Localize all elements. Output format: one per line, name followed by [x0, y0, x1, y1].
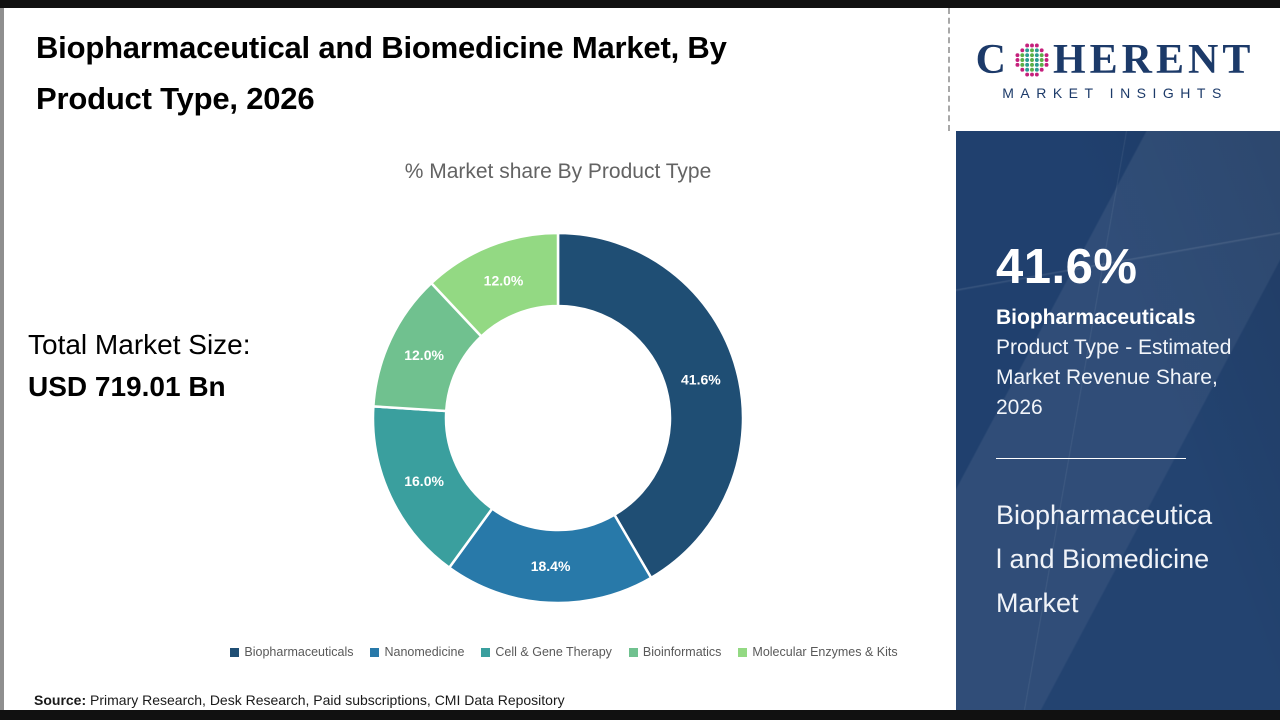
globe-dot: [1034, 52, 1039, 57]
main-panel: Biopharmaceutical and Biomedicine Market…: [4, 8, 948, 710]
globe-dot: [1039, 47, 1044, 52]
page-title: Biopharmaceutical and Biomedicine Market…: [36, 30, 727, 116]
logo-wordmark: C HERENT: [976, 39, 1255, 81]
total-market-size: Total Market Size: USD 719.01 Bn: [28, 324, 251, 408]
source-text: Primary Research, Desk Research, Paid su…: [86, 692, 565, 708]
legend-label: Molecular Enzymes & Kits: [752, 645, 898, 659]
globe-dot: [1020, 57, 1025, 62]
donut-segment-label: 18.4%: [531, 558, 571, 574]
total-market-label: Total Market Size:: [28, 329, 251, 360]
donut-segment-label: 41.6%: [681, 371, 721, 387]
donut-chart-svg: 41.6% 18.4% 16.0% 12.0% 12.0%: [371, 231, 745, 605]
donut-segment-label: 12.0%: [404, 347, 444, 363]
logo-letter-c: C: [975, 36, 1010, 83]
logo-tagline: MARKET INSIGHTS: [1002, 84, 1228, 101]
globe-dot: [1034, 57, 1039, 62]
globe-dot: [1044, 57, 1049, 62]
globe-dot: [1034, 67, 1039, 72]
globe-dot: [1025, 72, 1030, 76]
legend-label: Nanomedicine: [384, 645, 465, 659]
globe-dot: [1020, 67, 1025, 72]
globe-dot: [1015, 52, 1020, 57]
total-market-value: USD 719.01 Bn: [28, 371, 226, 402]
donut-segment-label: 16.0%: [404, 473, 444, 489]
chart-subtitle: % Market share By Product Type: [404, 160, 712, 183]
legend-swatch-icon: [738, 647, 748, 657]
left-border-bar: [0, 8, 4, 710]
legend-item: Nanomedicine: [370, 645, 464, 659]
sidebar-stat-description: Product Type - Estimated Market Revenue …: [996, 336, 1232, 419]
donut-segment: [430, 231, 560, 338]
globe-dot: [1025, 67, 1030, 72]
brand-logo: C HERENT MARKET INSIGHTS: [948, 8, 1280, 131]
logo-letters-herent: HERENT: [1052, 36, 1255, 83]
legend-label: Biopharmaceuticals: [244, 645, 354, 659]
legend-item: Bioinformatics: [628, 645, 722, 659]
globe-dot: [1044, 62, 1049, 67]
globe-dot: [1030, 67, 1034, 72]
legend-item: Molecular Enzymes & Kits: [738, 645, 898, 659]
legend-label: Cell & Gene Therapy: [495, 645, 612, 659]
donut-chart: 41.6% 18.4% 16.0% 12.0% 12.0%: [368, 228, 748, 608]
globe-dot: [1020, 62, 1025, 67]
globe-dot: [1015, 57, 1020, 62]
globe-dot: [1044, 52, 1049, 57]
globe-dot: [1039, 67, 1044, 72]
globe-dot: [1025, 43, 1030, 47]
globe-dot: [1030, 62, 1034, 67]
globe-dot: [1034, 47, 1039, 52]
globe-dot: [1034, 72, 1039, 76]
top-border-bar: [0, 0, 1280, 8]
globe-dot: [1039, 62, 1044, 67]
legend-label: Bioinformatics: [642, 645, 722, 659]
source-note: Source: Primary Research, Desk Research,…: [34, 692, 565, 708]
globe-dot: [1020, 52, 1025, 57]
globe-dot: [1030, 47, 1034, 52]
globe-dot: [1025, 47, 1030, 52]
globe-dot: [1030, 43, 1034, 47]
donut-segment: [556, 231, 745, 580]
globe-dot: [1020, 47, 1025, 52]
bottom-border-bar: [0, 710, 1280, 720]
globe-dot: [1015, 62, 1020, 67]
globe-dot: [1025, 52, 1030, 57]
dotted-globe-icon: [1015, 43, 1049, 76]
source-prefix: Source:: [34, 692, 87, 708]
highlight-sidebar: 41.6% Biopharmaceuticals Product Type - …: [956, 131, 1280, 710]
sidebar-stat-category: Biopharmaceuticals: [996, 306, 1196, 329]
donut-segment-label: 12.0%: [484, 272, 524, 288]
sidebar-market-name: Biopharmaceutica l and Biomedicine Marke…: [996, 493, 1256, 625]
sidebar-divider: [996, 458, 1186, 459]
globe-dot: [1030, 52, 1034, 57]
market-name-line: Market: [996, 588, 1079, 618]
market-name-line: Biopharmaceutica: [996, 500, 1213, 530]
legend-swatch-icon: [370, 647, 380, 657]
legend-swatch-icon: [481, 647, 491, 657]
globe-dot: [1025, 62, 1030, 67]
globe-dot: [1025, 57, 1030, 62]
globe-dot: [1030, 57, 1034, 62]
legend-swatch-icon: [628, 647, 638, 657]
sidebar-stat-value: 41.6%: [996, 240, 1138, 294]
chart-legend: Biopharmaceuticals Nanomedicine Cell & Gen…: [180, 645, 948, 659]
globe-dot: [1034, 62, 1039, 67]
legend-item: Biopharmaceuticals: [230, 645, 353, 659]
market-name-line: l and Biomedicine: [996, 544, 1210, 574]
globe-dot: [1030, 72, 1034, 76]
globe-dot: [1039, 52, 1044, 57]
sidebar-stat-block: Biopharmaceuticals Product Type - Estima…: [996, 303, 1248, 423]
globe-dot: [1034, 43, 1039, 47]
legend-item: Cell & Gene Therapy: [481, 645, 612, 659]
globe-dot: [1039, 57, 1044, 62]
legend-swatch-icon: [230, 647, 240, 657]
